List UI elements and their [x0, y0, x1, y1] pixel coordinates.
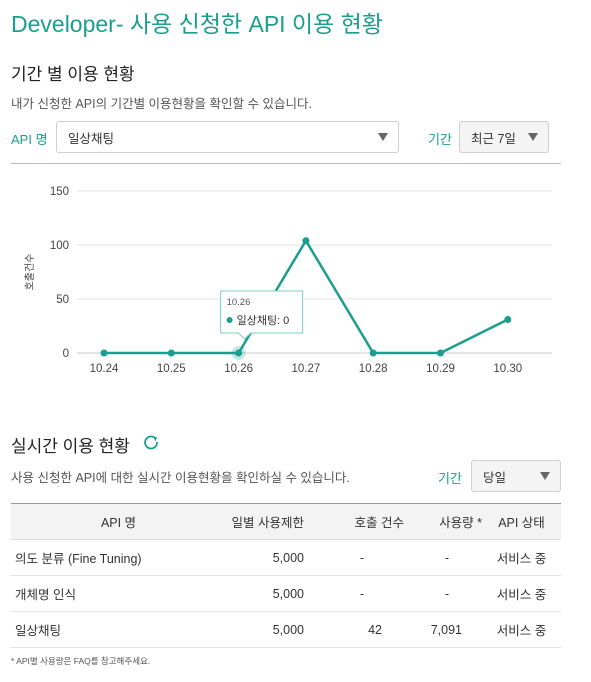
y-tick-label: 0: [63, 348, 69, 360]
realtime-period-select[interactable]: 당일: [471, 460, 561, 492]
table-header-row: API 명 일별 사용제한 호출 건수 사용량 * API 상태: [11, 503, 561, 540]
x-tick-label: 10.29: [426, 363, 455, 375]
period-section-description: 내가 신청한 API의 기간별 이용현황을 확인할 수 있습니다.: [11, 97, 312, 111]
cell-call-count: -: [304, 575, 404, 612]
col-header-usage: 사용량 *: [404, 503, 482, 540]
realtime-period-label: 기간: [438, 471, 462, 486]
section-divider: [11, 163, 561, 164]
y-axis-ticks: 0 50 100 150: [50, 186, 69, 360]
page-title-text: - 사용 신청한 API 이용 현황: [115, 11, 383, 37]
col-header-daily-limit: 일별 사용제한: [226, 503, 304, 540]
cell-daily-limit: 5,000: [226, 611, 304, 648]
usage-footnote: * API별 사용량은 FAQ를 참고해주세요.: [11, 656, 151, 666]
cell-api-status: 서비스 중: [482, 611, 561, 648]
refresh-icon[interactable]: [143, 434, 159, 450]
api-name-label: API 명: [11, 132, 48, 147]
cell-call-count: -: [304, 539, 404, 576]
data-point: [437, 349, 444, 357]
api-name-select[interactable]: 일상채팅: [56, 121, 399, 153]
x-tick-label: 10.26: [224, 363, 253, 375]
data-point: [369, 349, 377, 357]
table-row: 의도 분류 (Fine Tuning) 5,000 - - 서비스 중: [11, 539, 561, 576]
data-point: [100, 349, 108, 357]
realtime-section-title: 실시간 이용 현황: [11, 437, 130, 456]
cell-api-status: 서비스 중: [482, 575, 561, 612]
cell-api-name: 개체명 인식: [11, 575, 226, 612]
x-tick-label: 10.24: [90, 363, 119, 375]
data-point: [504, 316, 512, 324]
realtime-usage-table: API 명 일별 사용제한 호출 건수 사용량 * API 상태 의도 분류 (…: [11, 503, 561, 648]
chart-grid: [77, 190, 552, 354]
period-select-value: 최근 7일: [471, 131, 516, 146]
y-tick-label: 150: [50, 186, 69, 198]
cell-call-count: 42: [304, 611, 404, 648]
period-label: 기간: [428, 132, 452, 147]
table-row: 일상채팅 5,000 42 7,091 서비스 중: [11, 611, 561, 648]
x-tick-label: 10.27: [292, 363, 321, 375]
cell-daily-limit: 5,000: [226, 575, 304, 612]
x-axis-ticks: 10.24 10.25 10.26 10.27 10.28 10.29 10.30: [90, 363, 523, 375]
caret-down-icon: [377, 131, 389, 143]
usage-line-chart: 0 50 100 150 10.24 10.25 10.26 10.27 10.28 10.29…: [24, 186, 552, 375]
cell-usage: -: [404, 575, 482, 612]
x-tick-label: 10.28: [359, 363, 388, 375]
y-tick-label: 100: [50, 240, 69, 252]
col-header-api-name: API 명: [11, 503, 226, 540]
data-point: [302, 237, 310, 245]
cell-usage: -: [404, 539, 482, 576]
cell-api-name: 일상채팅: [11, 611, 226, 648]
y-tick-label: 50: [56, 294, 69, 306]
period-select[interactable]: 최근 7일: [459, 121, 549, 153]
page-title-brand: Developer: [11, 11, 116, 37]
series-line: [104, 239, 509, 355]
cell-daily-limit: 5,000: [226, 539, 304, 576]
caret-down-icon: [539, 470, 551, 482]
col-header-api-status: API 상태: [482, 503, 561, 540]
tooltip-series-dot: [226, 317, 233, 323]
caret-down-icon: [527, 131, 539, 143]
cell-api-name: 의도 분류 (Fine Tuning): [11, 539, 226, 576]
data-point: [167, 349, 175, 357]
col-header-call-count: 호출 건수: [304, 503, 404, 540]
cell-usage: 7,091: [404, 611, 482, 648]
period-section-title: 기간 별 이용 현황: [11, 65, 135, 84]
realtime-section-description: 사용 신청한 API에 대한 실시간 이용현황을 확인하실 수 있습니다.: [11, 471, 350, 485]
x-tick-label: 10.30: [493, 363, 522, 375]
realtime-period-select-value: 당일: [483, 470, 507, 485]
table-row: 개체명 인식 5,000 - - 서비스 중: [11, 575, 561, 612]
api-name-select-value: 일상채팅: [68, 131, 115, 146]
cell-api-status: 서비스 중: [482, 539, 561, 576]
chart-series: [100, 237, 512, 360]
page-title: Developer- 사용 신청한 API 이용 현황: [11, 5, 383, 39]
y-axis-label: 호출건수: [24, 254, 36, 291]
tooltip-value-label: 일상채팅: 0: [237, 313, 290, 327]
tooltip-x-label: 10.26: [227, 297, 251, 308]
data-point: [235, 349, 243, 357]
x-tick-label: 10.25: [157, 363, 186, 375]
tooltip-box: [220, 290, 304, 340]
chart-tooltip: 10.26 일상채팅: 0: [220, 290, 304, 340]
